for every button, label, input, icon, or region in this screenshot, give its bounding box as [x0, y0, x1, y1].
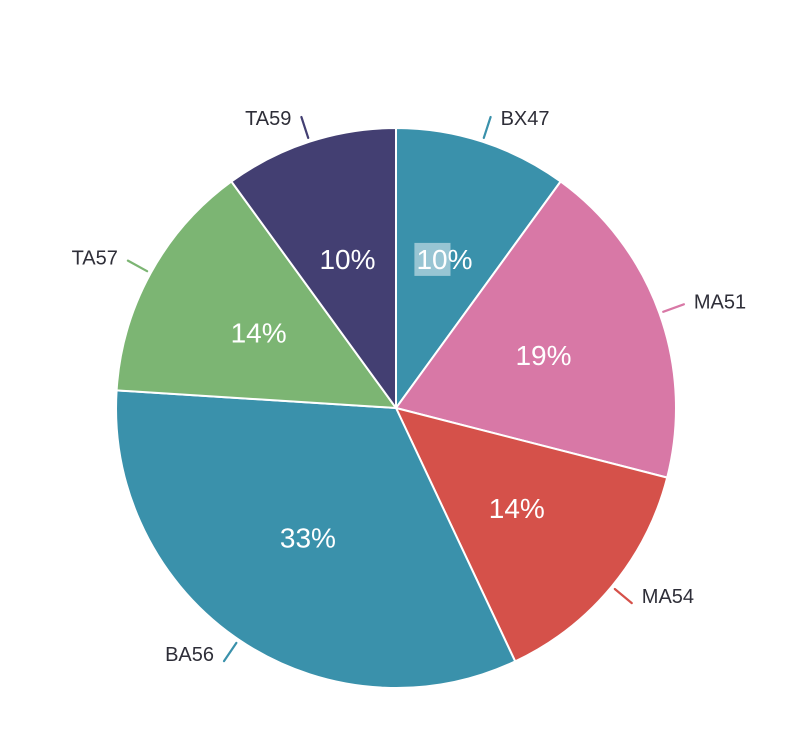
slice-label-MA54: MA54	[642, 586, 694, 608]
percent-label-MA51: 19%	[515, 340, 571, 371]
percent-label-MA54: 14%	[489, 493, 545, 524]
pie-slice-MA51[interactable]	[395, 180, 677, 479]
percent-label-BA56: 33%	[280, 523, 336, 554]
slice-label-MA51: MA51	[694, 291, 746, 313]
pie-slice-TA57[interactable]	[115, 180, 397, 409]
category-labels-group: BX47 MA51 MA54 BA56 TA57 TA59	[72, 108, 747, 666]
label-tick-BX47	[482, 115, 492, 139]
pie-slice-TA59[interactable]	[230, 127, 397, 409]
slice-label-BA56: BA56	[165, 644, 214, 666]
percent-label-BX47: 10%	[416, 244, 472, 275]
pie-slice-BX47[interactable]	[395, 127, 562, 409]
pie-slice-MA54[interactable]	[395, 407, 669, 663]
label-tick-TA59	[300, 115, 310, 139]
slice-label-TA59: TA59	[245, 108, 291, 130]
label-tick-MA54	[613, 587, 633, 605]
text-selection-highlight	[414, 242, 451, 276]
percent-label-TA59: 10%	[319, 244, 375, 275]
percent-label-TA57: 14%	[231, 318, 287, 349]
label-tick-TA57	[126, 259, 149, 273]
pie-slices-group	[115, 127, 677, 690]
pie-slice-BA56[interactable]	[115, 389, 517, 690]
label-tick-BA56	[222, 641, 238, 663]
percent-labels-group: 10% 19% 14% 33% 14% 10%	[231, 242, 572, 554]
slice-label-TA57: TA57	[72, 248, 118, 270]
label-tick-MA51	[662, 303, 686, 313]
label-ticks-group	[126, 115, 686, 663]
slice-label-BX47: BX47	[501, 108, 550, 130]
